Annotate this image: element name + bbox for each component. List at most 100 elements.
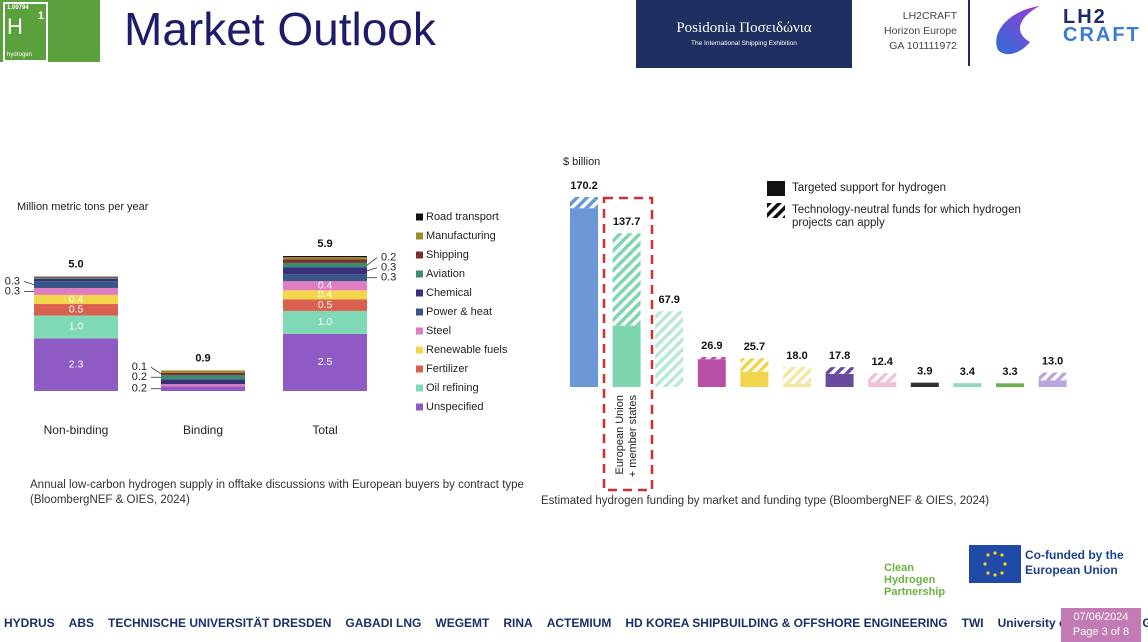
bar-segment (283, 262, 367, 268)
eu-funding: Co-funded by the European Union (1025, 548, 1124, 577)
posidonia-tagline: The International Shipping Exhibition (691, 40, 797, 47)
bar-segment (825, 367, 854, 374)
bar-segment (996, 383, 1024, 387)
bar-segment (740, 371, 769, 387)
total-label: 18.0 (786, 350, 807, 362)
total-label: 12.4 (871, 356, 893, 368)
partner-logo: ACTEMIUM (546, 616, 612, 630)
partner-logo: RINA (503, 616, 533, 630)
x-tick-label: Non-binding (44, 423, 109, 437)
partner-logo: TWI (961, 616, 984, 630)
leader-line (150, 366, 162, 375)
total-label: 67.9 (658, 294, 679, 306)
bar-segment (283, 274, 367, 282)
program: Horizon Europe (884, 25, 957, 37)
partner-logo: ABS (68, 616, 95, 630)
bar-segment (655, 311, 684, 387)
bar-segment (283, 257, 367, 260)
unit-label: $ billion (563, 156, 600, 168)
segment-label: 1.0 (318, 316, 333, 328)
wordmark-top: LH2 (1063, 6, 1107, 28)
bar-segment (1038, 372, 1067, 381)
leader-line (366, 267, 378, 272)
divider (968, 0, 970, 66)
bar-segment (570, 208, 598, 387)
element-symbol: H (7, 14, 23, 39)
bar-segment (34, 278, 118, 282)
legend-swatch (767, 203, 785, 218)
date-box: 07/06/2024 Page 3 of 8 (1061, 608, 1141, 642)
bar-segment (697, 359, 726, 387)
legend-label: Oil refining (426, 382, 479, 394)
element-box: 1.00794 H 1 hydrogen (3, 2, 48, 62)
bar-segment (34, 281, 118, 289)
segment-label: 0.5 (318, 299, 333, 311)
bar-segment (34, 338, 118, 391)
bar-segment (697, 356, 726, 360)
footer-logos: HYDRUS ABS TECHNISCHE UNIVERSITÄT DRESDEN G… (0, 604, 1148, 642)
project-name: LH2CRAFT (902, 10, 957, 22)
legend-swatch (416, 213, 423, 221)
lh2craft-swoosh (996, 6, 1040, 55)
segment-label: 0.1 (132, 361, 147, 373)
total-label: 170.2 (570, 180, 598, 192)
legend-swatch (416, 346, 423, 354)
caption: Annual low-carbon hydrogen supply in off… (30, 479, 524, 506)
bar-segment (1038, 380, 1067, 387)
bar-segment (34, 277, 118, 279)
segment-label: 2.5 (318, 356, 333, 368)
bar-segment (283, 259, 367, 263)
legend-label: Renewable fuels (426, 344, 508, 356)
total-label: 13.0 (1042, 355, 1063, 367)
legend-label: Unspecified (426, 401, 483, 413)
x-tick-label: Binding (183, 423, 223, 437)
bar-segment (161, 374, 245, 380)
bar-segment (825, 373, 854, 387)
segment-label: 0.3 (381, 272, 396, 284)
total-label: 0.9 (195, 352, 210, 364)
slide-title: Market Outlook (124, 3, 436, 55)
atomic-number: 1 (37, 10, 44, 22)
charts: Million metric tons per year $ billion 2… (5, 156, 1067, 492)
segment-label: 0.4 (69, 293, 84, 305)
legend-swatch (416, 384, 423, 392)
project-info: LH2CRAFT Horizon Europe GA 101111972 (860, 9, 957, 54)
page-number: Page 3 of 8 (1072, 626, 1130, 638)
bar-segment (868, 382, 897, 387)
partner-logo: WEGEMT (435, 616, 490, 630)
lh2craft-wordmark: LH2 CRAFT (1063, 6, 1141, 46)
bar-segment (34, 315, 118, 339)
total-label: 137.7 (613, 216, 641, 228)
segment-label: 0.5 (69, 304, 84, 316)
legend-label: Fertilizer (426, 363, 469, 375)
bar-segment (34, 276, 118, 278)
total-label: 3.9 (917, 366, 932, 378)
bar-segment (868, 373, 897, 383)
legend-swatch (416, 289, 423, 297)
bar-segment (34, 294, 118, 305)
element-logo: 1.00794 H 1 hydrogen (0, 0, 100, 62)
legend-label: Shipping (426, 249, 469, 261)
label-line: European Union (614, 395, 626, 475)
bar-segment (740, 358, 769, 372)
total-label: 25.7 (744, 341, 765, 353)
bar-segment (161, 370, 245, 373)
leader-line (366, 257, 378, 266)
bar-segment (161, 372, 245, 375)
date: 07/06/2024 (1073, 611, 1129, 623)
legend-label: Chemical (426, 287, 472, 299)
legend-label: Technology-neutral funds for which hydro… (792, 204, 1021, 229)
segment-label: 0.3 (381, 262, 396, 274)
bar-segment (953, 383, 982, 387)
partner-logo: TECHNISCHE UNIVERSITÄT DRESDEN (108, 616, 332, 630)
wordmark-bottom: CRAFT (1063, 24, 1141, 46)
x-tick-label: Total (312, 423, 337, 437)
partner-logo: HD KOREA SHIPBUILDING & OFFSHORE ENGINEE… (625, 616, 948, 630)
legend-label: Power & heat (426, 306, 492, 318)
bar-segment (612, 325, 641, 387)
legend-swatch (416, 403, 423, 411)
legend-swatch (416, 251, 423, 259)
bar-segment (570, 197, 598, 209)
unit-label: Million metric tons per year (17, 201, 149, 213)
bar-segment (612, 233, 641, 326)
